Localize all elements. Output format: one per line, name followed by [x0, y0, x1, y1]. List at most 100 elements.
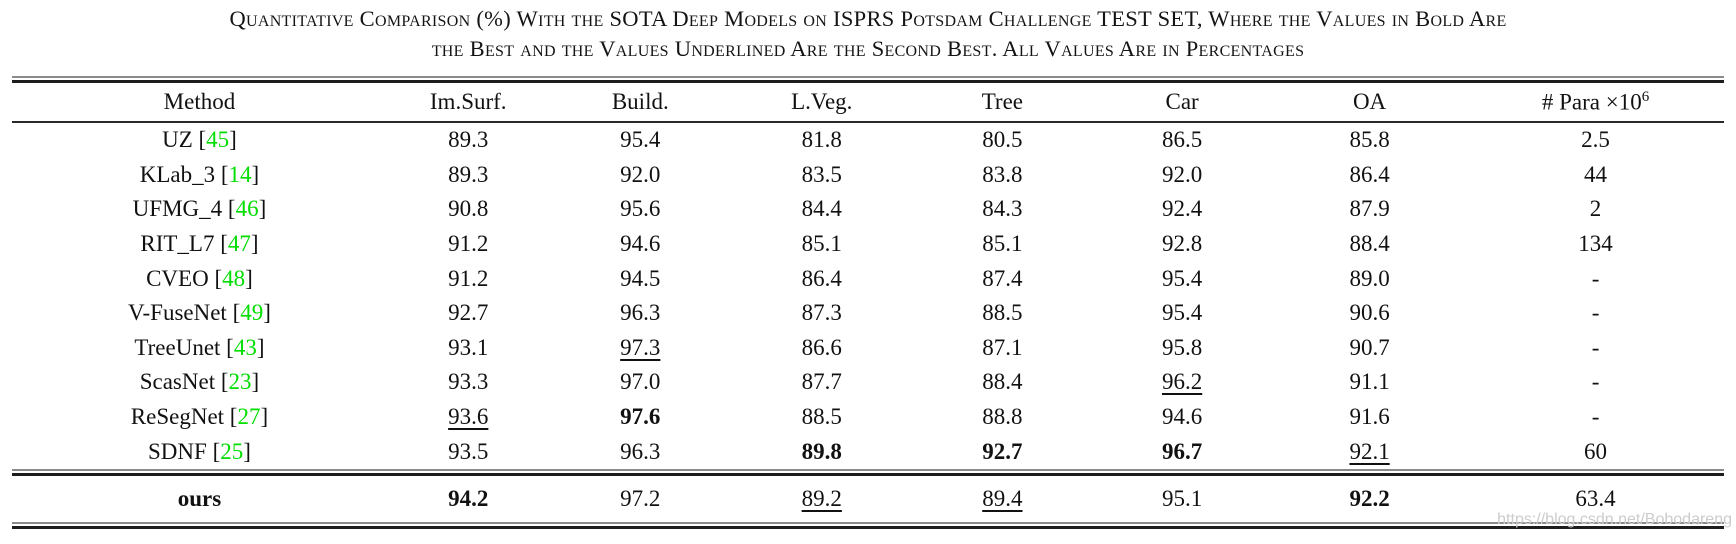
value-cell: 88.4 — [1349, 231, 1390, 257]
table-row: TreeUnet [43] 93.1 97.3 86.6 87.1 95.8 90.7 - — [12, 331, 1724, 366]
header-bottom-rule — [12, 121, 1724, 123]
column-header: # Para ×106 — [1541, 88, 1650, 115]
value-cell: 87.7 — [801, 369, 842, 395]
table-caption: Quantitative Comparison (%) With the SOT… — [0, 0, 1736, 64]
table-bottom-rule — [12, 521, 1724, 529]
value-cell: 96.3 — [620, 438, 661, 464]
value-cell: 95.4 — [620, 127, 661, 153]
table-row: KLab_3 [14] 89.3 92.0 83.5 83.8 92.0 86.4 44 — [12, 158, 1724, 193]
citation-ref: 45 — [206, 127, 230, 153]
citation-ref: 47 — [227, 231, 251, 257]
value-cell: 87.9 — [1349, 196, 1390, 222]
value-cell: - — [1591, 334, 1600, 360]
value-cell: 95.4 — [1161, 300, 1203, 326]
value-cell: 88.5 — [801, 404, 842, 430]
value-cell: 90.8 — [448, 196, 489, 222]
column-header: L.Veg. — [791, 89, 853, 114]
value-cell: 86.6 — [801, 334, 842, 360]
value-cell: 2.5 — [1581, 127, 1610, 153]
value-cell: 44 — [1584, 161, 1608, 187]
value-cell: 96.2 — [1161, 369, 1203, 395]
value-cell: 95.1 — [1161, 485, 1203, 511]
value-cell: - — [1591, 404, 1600, 430]
citation-ref: 48 — [222, 265, 246, 291]
value-cell: 88.8 — [982, 404, 1023, 430]
comparison-table: Method Im.Surf. Build. L.Veg. Tree Car OA # Par… — [12, 76, 1724, 529]
column-header: Method — [163, 89, 236, 114]
value-cell: 94.2 — [448, 485, 489, 511]
citation-ref: 46 — [235, 196, 259, 222]
value-cell: 92.7 — [448, 300, 489, 326]
value-cell: 97.3 — [620, 334, 661, 360]
value-cell: 80.5 — [982, 127, 1023, 153]
value-cell: 91.6 — [1349, 404, 1390, 430]
column-header: OA — [1352, 89, 1387, 114]
value-cell: 94.6 — [620, 231, 661, 257]
value-cell: 90.7 — [1349, 334, 1390, 360]
value-cell: 91.2 — [448, 231, 489, 257]
table-row: RIT_L7 [47] 91.2 94.6 85.1 85.1 92.8 88.4 134 — [12, 227, 1724, 262]
citation-ref: 25 — [220, 438, 244, 464]
table-row: ScasNet [23] 93.3 97.0 87.7 88.4 96.2 91.1 - — [12, 365, 1724, 400]
value-cell: 85.1 — [801, 231, 842, 257]
value-cell: 91.2 — [448, 265, 489, 291]
value-cell: 87.4 — [982, 265, 1023, 291]
table-top-rule — [12, 76, 1724, 83]
column-header: Build. — [611, 89, 669, 114]
value-cell: 94.6 — [1161, 404, 1203, 430]
value-cell: 84.3 — [982, 196, 1023, 222]
value-cell: 95.8 — [1161, 334, 1203, 360]
value-cell: 97.6 — [620, 404, 661, 430]
value-cell: 97.0 — [620, 369, 661, 395]
value-cell: 92.1 — [1349, 438, 1390, 464]
value-cell: 134 — [1578, 231, 1613, 257]
method-cell: SDNF [25] — [148, 438, 251, 464]
table-row: ReSegNet [27] 93.6 97.6 88.5 88.8 94.6 91.6 - — [12, 400, 1724, 435]
value-cell: 96.7 — [1161, 438, 1203, 464]
value-cell: 83.8 — [982, 161, 1023, 187]
value-cell: 92.8 — [1161, 231, 1203, 257]
value-cell: 96.3 — [620, 300, 661, 326]
value-cell: 83.5 — [801, 161, 842, 187]
value-cell: - — [1591, 369, 1600, 395]
table-row: UZ [45] 89.3 95.4 81.8 80.5 86.5 85.8 2.5 — [12, 123, 1724, 158]
value-cell: 81.8 — [801, 127, 842, 153]
method-cell: V-FuseNet [49] — [128, 300, 271, 326]
value-cell: 87.1 — [982, 334, 1023, 360]
value-cell: 92.0 — [620, 161, 661, 187]
value-cell: 89.2 — [801, 485, 842, 511]
value-cell: 93.1 — [448, 334, 489, 360]
value-cell: - — [1591, 265, 1600, 291]
table-row: V-FuseNet [49] 92.7 96.3 87.3 88.5 95.4 90.6 - — [12, 296, 1724, 331]
value-cell: 93.3 — [448, 369, 489, 395]
value-cell: 86.5 — [1161, 127, 1203, 153]
table-row: UFMG_4 [46] 90.8 95.6 84.4 84.3 92.4 87.9 2 — [12, 192, 1724, 227]
ours-row: ours 94.2 97.2 89.2 89.4 95.1 92.2 63.4 — [12, 476, 1724, 522]
value-cell: 93.6 — [448, 404, 489, 430]
table-row: CVEO [48] 91.2 94.5 86.4 87.4 95.4 89.0 - — [12, 261, 1724, 296]
citation-ref: 49 — [240, 300, 264, 326]
value-cell: 84.4 — [801, 196, 842, 222]
column-header: Tree — [981, 89, 1024, 114]
value-cell: 89.3 — [448, 127, 489, 153]
column-header: Car — [1165, 89, 1199, 114]
value-cell: 85.1 — [982, 231, 1023, 257]
table-body: UZ [45] 89.3 95.4 81.8 80.5 86.5 85.8 2.5 KLab_3… — [12, 123, 1724, 469]
watermark: https://blog.csdn.net/Bobodareng — [1497, 511, 1732, 528]
value-cell: 60 — [1584, 438, 1608, 464]
method-cell: ReSegNet [27] — [130, 404, 269, 430]
value-cell: 88.5 — [982, 300, 1023, 326]
header-row: Method Im.Surf. Build. L.Veg. Tree Car OA # Par… — [12, 83, 1724, 121]
value-cell: 89.3 — [448, 161, 489, 187]
value-cell: 92.2 — [1349, 485, 1390, 511]
citation-ref: 14 — [228, 161, 252, 187]
method-cell: ours — [177, 485, 222, 511]
method-cell: CVEO [48] — [146, 265, 253, 291]
citation-ref: 43 — [233, 334, 257, 360]
citation-ref: 27 — [237, 404, 261, 430]
value-cell: 86.4 — [1349, 161, 1390, 187]
value-cell: 94.5 — [620, 265, 661, 291]
value-cell: 92.0 — [1161, 161, 1203, 187]
value-cell: 89.4 — [982, 485, 1023, 511]
value-cell: 91.1 — [1349, 369, 1390, 395]
